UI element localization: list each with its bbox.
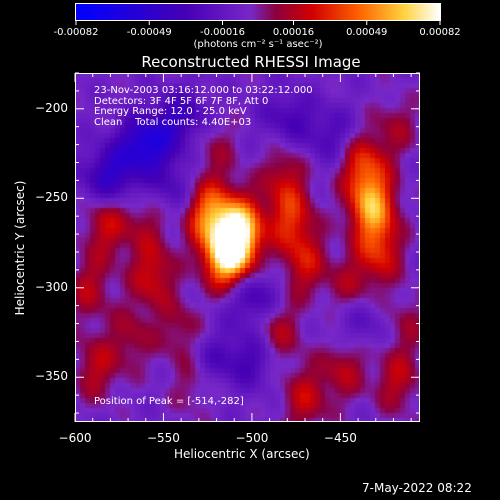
y-tick-label: −300 <box>35 279 68 294</box>
y-tick-label: −200 <box>35 100 68 115</box>
colorbar-tick-label: 0.00049 <box>346 27 388 38</box>
x-tick-label: −600 <box>58 431 92 445</box>
colorbar-frame <box>75 3 441 25</box>
observation-info: 23-Nov-2003 03:16:12.000 to 03:22:12.000… <box>94 85 313 128</box>
info-line: 23-Nov-2003 03:16:12.000 to 03:22:12.000 <box>94 85 313 96</box>
colorbar-tick-label: -0.00016 <box>200 27 245 38</box>
colorbar-tick-label: 0.00082 <box>419 27 461 38</box>
y-tick-label: −250 <box>35 190 68 205</box>
chart-title: Reconstructed RHESSI Image <box>141 53 361 71</box>
colorbar <box>76 4 440 20</box>
x-tick-label: −450 <box>323 431 357 445</box>
colorbar-ticks <box>75 20 441 25</box>
plot-frame <box>75 73 420 422</box>
x-tick-label: −500 <box>235 431 269 445</box>
footer-timestamp: 7-May-2022 08:22 <box>362 481 472 495</box>
x-tick-label: −550 <box>146 431 180 445</box>
info-line: Energy Range: 12.0 - 25.0 keV <box>94 106 247 117</box>
peak-position-label: Position of Peak = [-514,-282] <box>94 396 244 407</box>
colorbar-tick-label: 0.00016 <box>272 27 315 38</box>
colorbar-tick-label: -0.00049 <box>126 27 172 38</box>
info-line: Clean Total counts: 4.40E+03 <box>94 116 252 128</box>
heatmap-image <box>75 73 420 422</box>
colorbar-units: (photons cm⁻² s⁻¹ asec⁻²) <box>193 39 323 50</box>
y-tick-label: −350 <box>35 369 68 384</box>
y-axis-label: Heliocentric Y (arcsec) <box>13 180 27 316</box>
info-line: Detectors: 3F 4F 5F 6F 7F 8F, Att 0 <box>94 95 269 107</box>
x-axis-label: Heliocentric X (arcsec) <box>174 447 310 461</box>
colorbar-tick-label: -0.00082 <box>53 27 99 38</box>
